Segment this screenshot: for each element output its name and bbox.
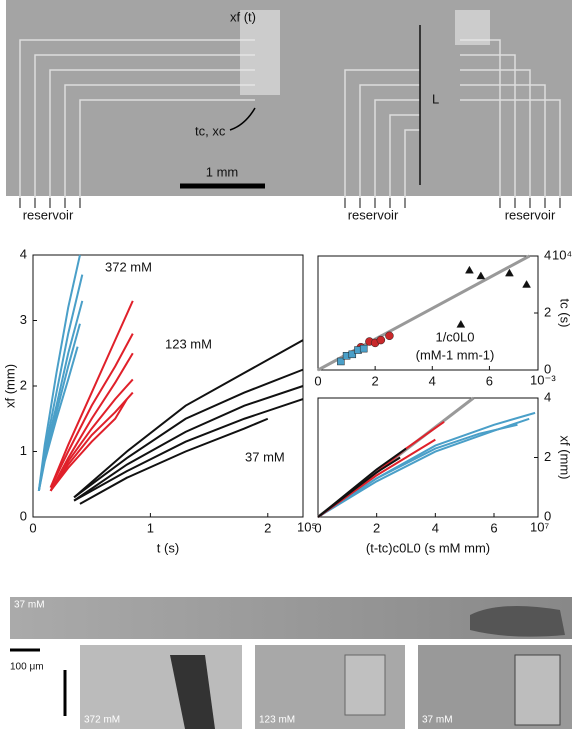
x-tick-label: 0	[29, 520, 36, 535]
reservoir-label: reservoir	[23, 207, 74, 222]
series-label: 372 mM	[105, 259, 152, 274]
point	[360, 345, 367, 352]
annotation: 1/c0L0	[435, 329, 474, 344]
y-axis-label: tc (s)	[558, 299, 572, 328]
panel-label: 372 mM	[84, 715, 120, 726]
panel-label: 37 mM	[422, 715, 453, 726]
series-label: 37 mM	[245, 449, 285, 464]
series-label: 123 mM	[165, 336, 212, 351]
x-tick-label: 2	[264, 520, 271, 535]
x-tick-label: 2	[372, 373, 379, 388]
y-axis-label: xf (mm)	[558, 435, 572, 479]
point	[523, 281, 531, 288]
x-tick-label: 4	[429, 373, 436, 388]
y-axis-label: xf (mm)	[2, 364, 17, 408]
y-tick-label: 0	[20, 508, 27, 523]
figure: xf (t) tc, xc L 1 mm reservoir reservoir…	[0, 0, 572, 729]
x-tick-label: 4	[432, 520, 439, 535]
y-tick-label: 3	[20, 312, 27, 327]
y-tick-label: 4	[544, 247, 551, 262]
point	[377, 336, 385, 344]
x-tick-label: 0	[314, 520, 321, 535]
y-tick-label: 2	[20, 377, 27, 392]
x-tick-label: 0	[314, 373, 321, 388]
data-line	[318, 425, 517, 517]
point	[457, 320, 465, 327]
y-tick-label: 2	[544, 449, 551, 464]
reservoir-label: reservoir	[348, 207, 399, 222]
reservoir-label: reservoir	[505, 207, 556, 222]
y-tick-label: 4	[544, 389, 551, 404]
x-tick-label: 2	[373, 520, 380, 535]
data-line	[80, 419, 268, 504]
x-tick-label: 6	[486, 373, 493, 388]
x-tick-label: 6	[490, 520, 497, 535]
point	[465, 266, 473, 273]
x-tick-label: 1	[147, 520, 154, 535]
y-tick-label: 1	[20, 443, 27, 458]
length-label: L	[432, 91, 439, 106]
scale-label: 100 μm	[10, 662, 44, 673]
y-tick-label: 4	[20, 246, 27, 261]
plot-frame	[318, 398, 538, 517]
front-label: xf (t)	[230, 9, 256, 24]
point	[477, 272, 485, 279]
x-multiplier: 10⁻³	[530, 372, 556, 387]
annotation: (mM-1 mm-1)	[416, 347, 495, 362]
scale-label: 1 mm	[206, 164, 239, 179]
x-multiplier: 10⁷	[530, 519, 549, 534]
data-line	[318, 419, 529, 517]
point	[385, 332, 393, 340]
strip-label: 37 mM	[14, 600, 45, 611]
image-front	[345, 655, 385, 715]
x-axis-label: (t-tc)c0L0 (s mM mm)	[366, 540, 490, 555]
y-tick-label: 2	[544, 304, 551, 319]
panel-label: 123 mM	[259, 715, 295, 726]
point	[505, 269, 513, 276]
y-multiplier: 10⁴	[552, 247, 572, 262]
strip-front	[470, 606, 565, 637]
contact-label: tc, xc	[195, 123, 226, 138]
image-front	[515, 655, 560, 725]
x-axis-label: t (s)	[157, 540, 179, 555]
